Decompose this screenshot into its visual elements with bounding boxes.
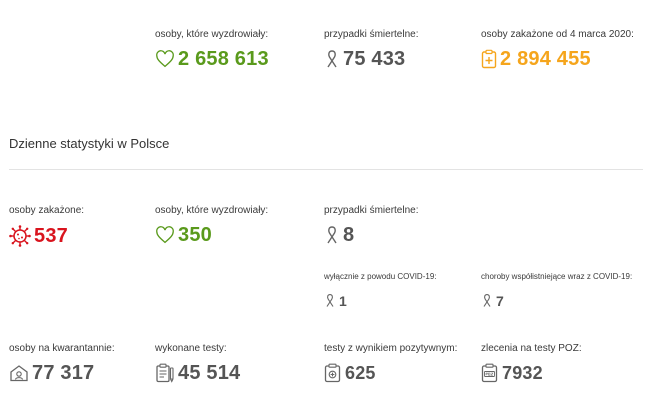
ribbon-icon [327,50,337,68]
daily-poz-orders-label: zlecenia na testy POZ: [481,343,582,354]
clipboard-list-icon [156,363,174,383]
heart-icon [156,50,174,68]
total-infected: osoby zakażone od 4 marca 2020: 2 894 45… [481,29,634,69]
daily-poz-orders: zlecenia na testy POZ: 7932 [481,343,582,383]
deaths-covid-only: wyłącznie z powodu COVID-19: 1 [324,272,437,308]
ribbon-icon [327,226,337,244]
deaths-covid-only-label: wyłącznie z powodu COVID-19: [324,272,437,281]
ribbon-icon [326,293,334,307]
poz-order-icon [481,363,498,383]
daily-infected-label: osoby zakażone: [9,205,85,216]
virus-icon [9,225,31,247]
positive-test-icon [324,363,341,383]
daily-recovered-label: osoby, które wyzdrowiały: [155,205,269,216]
daily-poz-orders-value: 7932 [502,363,543,383]
daily-recovered: osoby, które wyzdrowiały: 350 [155,205,268,245]
total-infected-label: osoby zakażone od 4 marca 2020: [481,29,634,40]
deaths-comorbid: choroby współistniejące wraz z COVID-19:… [481,272,632,308]
ribbon-icon [483,293,491,307]
heart-icon [156,226,174,244]
total-infected-value: 2 894 455 [500,48,591,70]
daily-infected-value: 537 [34,225,68,247]
daily-recovered-value: 350 [178,224,212,246]
daily-deaths-value: 8 [343,224,355,246]
daily-infected: osoby zakażone: 537 [9,205,84,247]
medical-clipboard-icon [481,49,497,69]
daily-deaths-label: przypadki śmiertelne: [324,205,419,216]
daily-tests-value: 45 514 [178,362,241,384]
total-deaths-value: 75 433 [343,48,406,70]
daily-tests-label: wykonane testy: [155,343,227,354]
daily-quarantine-value: 77 317 [32,362,95,384]
house-icon [10,365,28,382]
deaths-comorbid-value: 7 [496,292,504,309]
daily-deaths: przypadki śmiertelne: 8 [324,205,418,245]
daily-positive-tests-label: testy z wynikiem pozytywnym: [324,343,458,354]
daily-quarantine-label: osoby na kwarantannie: [9,343,115,354]
total-deaths-label: przypadki śmiertelne: [324,29,419,40]
daily-tests: wykonane testy: 45 514 [155,343,240,383]
total-recovered-label: osoby, które wyzdrowiały: [155,29,269,40]
daily-stats-title: Dzienne statystyki w Polsce [9,136,170,151]
deaths-comorbid-label: choroby współistniejące wraz z COVID-19: [481,272,633,281]
daily-positive-tests-value: 625 [345,363,376,383]
total-deaths: przypadki śmiertelne: 75 433 [324,29,418,69]
deaths-covid-only-value: 1 [339,292,347,309]
daily-quarantine: osoby na kwarantannie: 77 317 [9,343,115,383]
daily-positive-tests: testy z wynikiem pozytywnym: 625 [324,343,457,383]
total-recovered-value: 2 658 613 [178,48,269,70]
total-recovered: osoby, które wyzdrowiały: 2 658 613 [155,29,269,69]
section-divider [9,169,643,170]
